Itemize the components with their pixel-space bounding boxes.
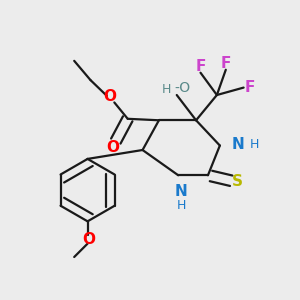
- Text: F: F: [220, 56, 231, 71]
- Text: F: F: [195, 59, 206, 74]
- Text: N: N: [232, 136, 244, 152]
- Text: H: H: [176, 200, 186, 212]
- Text: H: H: [162, 82, 171, 96]
- Text: H: H: [249, 138, 259, 151]
- Text: O: O: [82, 232, 96, 247]
- Text: -O: -O: [175, 82, 191, 95]
- Text: N: N: [175, 184, 188, 199]
- Text: F: F: [245, 80, 255, 95]
- Text: O: O: [106, 140, 119, 155]
- Text: O: O: [103, 89, 116, 104]
- Text: S: S: [232, 174, 243, 189]
